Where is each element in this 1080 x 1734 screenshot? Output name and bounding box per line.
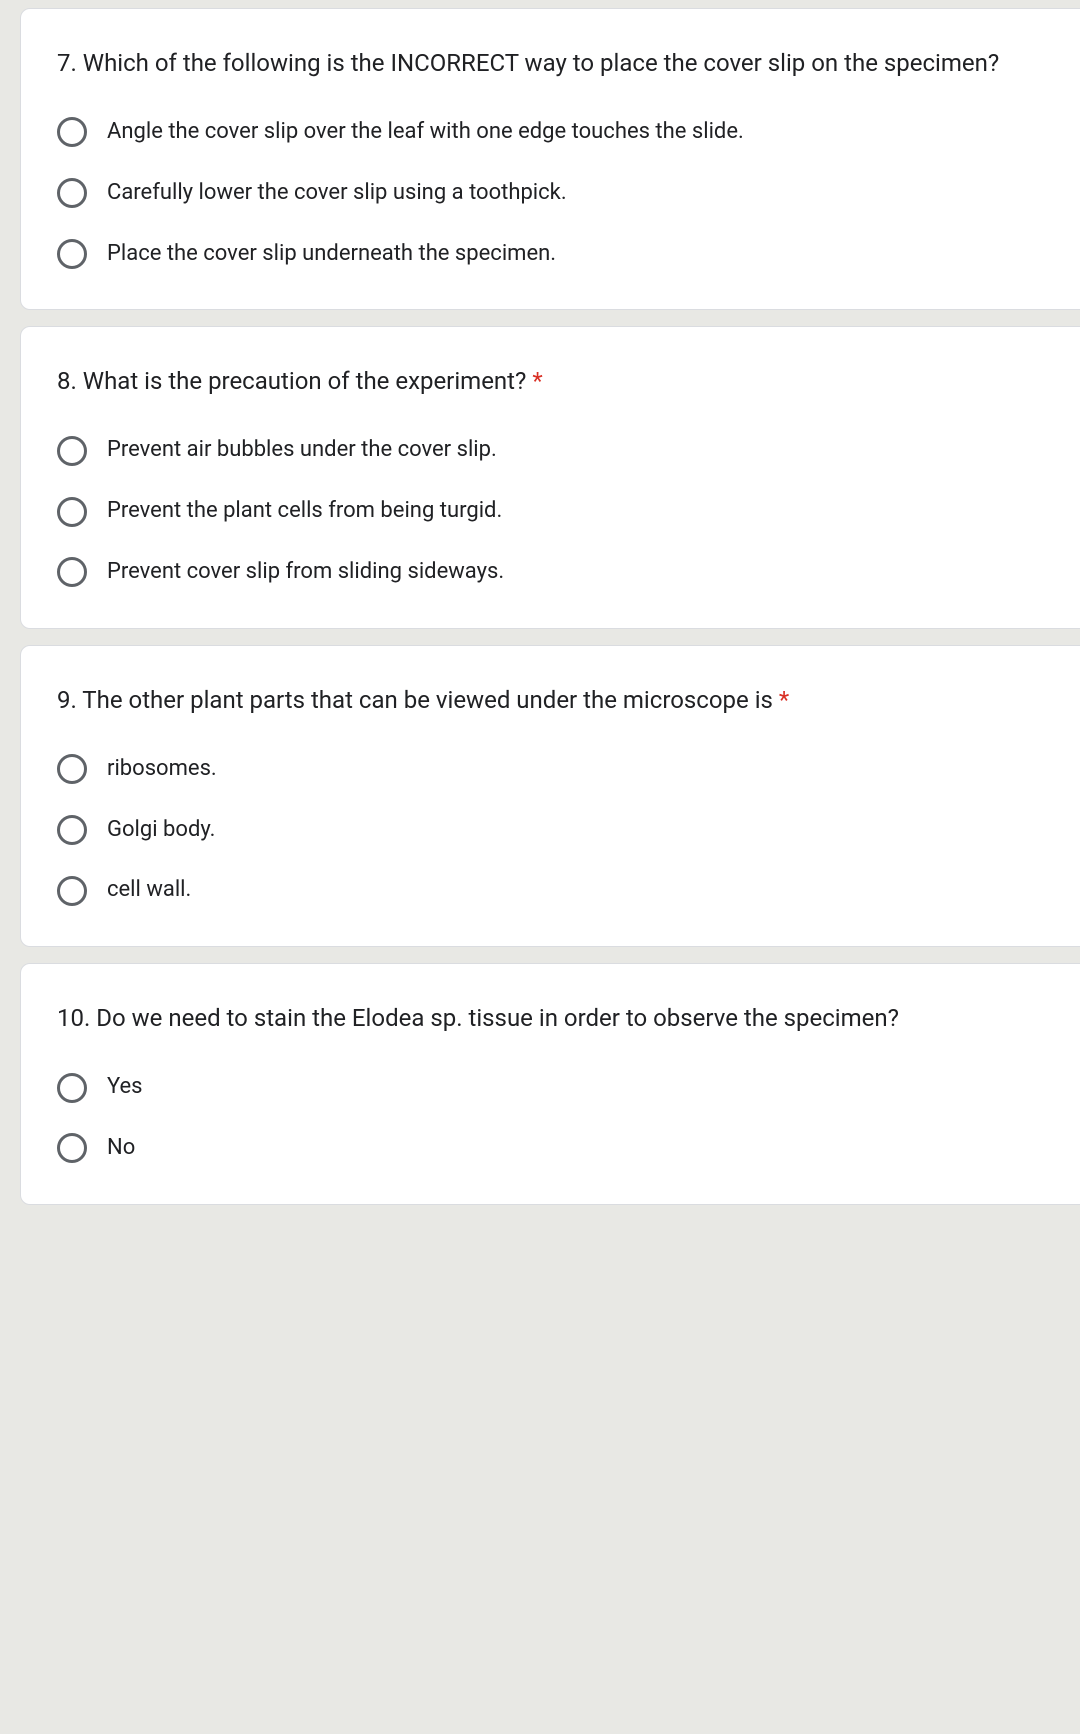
question-card-7: 7. Which of the following is the INCORRE…: [20, 8, 1080, 310]
radio-option[interactable]: No: [57, 1133, 1053, 1164]
option-label: Carefully lower the cover slip using a t…: [107, 178, 567, 209]
option-label: No: [107, 1133, 135, 1164]
option-label: Golgi body.: [107, 815, 215, 846]
question-text: 7. Which of the following is the INCORRE…: [57, 45, 1053, 81]
question-label: 10. Do we need to stain the Elodea sp. t…: [57, 1004, 899, 1032]
option-label: Yes: [107, 1072, 143, 1103]
radio-icon: [57, 557, 87, 587]
radio-icon: [57, 754, 87, 784]
question-text: 8. What is the precaution of the experim…: [57, 363, 1053, 399]
radio-option[interactable]: Prevent the plant cells from being turgi…: [57, 496, 1053, 527]
radio-icon: [57, 876, 87, 906]
question-text: 9. The other plant parts that can be vie…: [57, 682, 1053, 718]
radio-option[interactable]: Prevent cover slip from sliding sideways…: [57, 557, 1053, 588]
option-label: ribosomes.: [107, 754, 217, 785]
radio-icon: [57, 1133, 87, 1163]
question-card-10: 10. Do we need to stain the Elodea sp. t…: [20, 963, 1080, 1205]
option-label: Angle the cover slip over the leaf with …: [107, 117, 744, 148]
radio-option[interactable]: Golgi body.: [57, 815, 1053, 846]
radio-icon: [57, 178, 87, 208]
radio-option[interactable]: cell wall.: [57, 875, 1053, 906]
question-label: 8. What is the precaution of the experim…: [57, 367, 526, 395]
question-card-9: 9. The other plant parts that can be vie…: [20, 645, 1080, 947]
option-label: Prevent the plant cells from being turgi…: [107, 496, 502, 527]
radio-option[interactable]: Yes: [57, 1072, 1053, 1103]
question-text: 10. Do we need to stain the Elodea sp. t…: [57, 1000, 1053, 1036]
radio-option[interactable]: ribosomes.: [57, 754, 1053, 785]
option-label: Prevent cover slip from sliding sideways…: [107, 557, 504, 588]
required-marker: *: [532, 367, 542, 395]
question-label: 7. Which of the following is the INCORRE…: [57, 49, 999, 77]
question-label: 9. The other plant parts that can be vie…: [57, 686, 773, 714]
radio-icon: [57, 497, 87, 527]
radio-icon: [57, 815, 87, 845]
radio-icon: [57, 239, 87, 269]
option-label: Prevent air bubbles under the cover slip…: [107, 435, 497, 466]
option-label: cell wall.: [107, 875, 191, 906]
required-marker: *: [779, 686, 789, 714]
radio-icon: [57, 1073, 87, 1103]
radio-option[interactable]: Place the cover slip underneath the spec…: [57, 239, 1053, 270]
radio-icon: [57, 436, 87, 466]
radio-option[interactable]: Carefully lower the cover slip using a t…: [57, 178, 1053, 209]
radio-icon: [57, 117, 87, 147]
question-card-8: 8. What is the precaution of the experim…: [20, 326, 1080, 628]
radio-option[interactable]: Angle the cover slip over the leaf with …: [57, 117, 1053, 148]
option-label: Place the cover slip underneath the spec…: [107, 239, 556, 270]
radio-option[interactable]: Prevent air bubbles under the cover slip…: [57, 435, 1053, 466]
